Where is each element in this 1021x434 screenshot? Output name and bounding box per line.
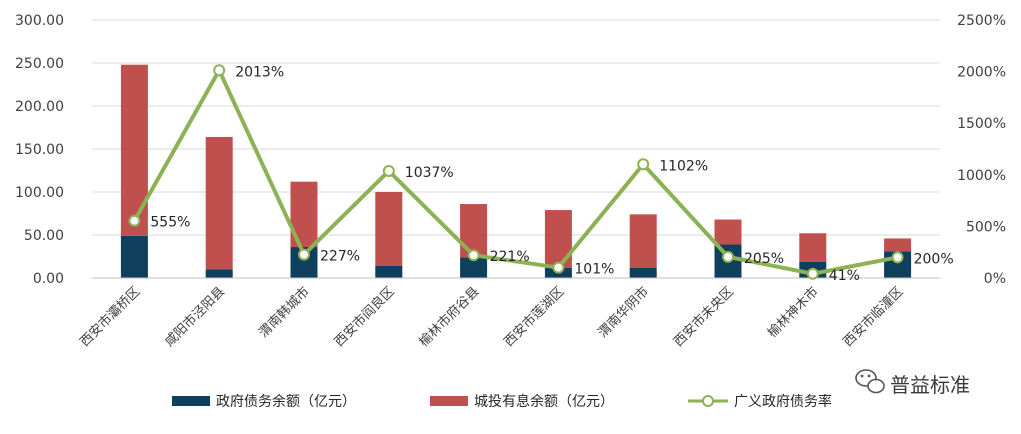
line-series: 555% 2013% 227% 1037% 221% 101% 1102% 205% 41% 20… [128, 64, 954, 284]
point-debt-ratio [467, 249, 480, 262]
line-debt-ratio [132, 68, 898, 276]
data-label-debt-ratio: 227% [320, 249, 360, 265]
right-tick-label: 1000% [957, 168, 1006, 184]
data-label-debt-ratio: 2013% [235, 64, 284, 80]
left-tick-label: 200.00 [15, 99, 64, 115]
bar-chengtou-debt [375, 192, 403, 266]
bar-chengtou-debt [629, 214, 657, 268]
point-debt-ratio [637, 158, 650, 171]
point-debt-ratio [806, 267, 819, 280]
bar-chengtou-debt [120, 64, 148, 236]
data-label-debt-ratio: 200% [914, 251, 954, 267]
watermark: 普益标准 [855, 369, 970, 397]
watermark-text: 普益标准 [890, 373, 970, 397]
category-label: 渭南韩城市 [256, 284, 313, 341]
legend-label-chengtou-debt: 城投有息余额（亿元） [474, 393, 614, 410]
right-tick-label: 2000% [957, 65, 1006, 81]
legend-label-debt-ratio: 广义政府债务率 [734, 393, 832, 410]
legend: 政府债务余额（亿元） 城投有息余额（亿元） 广义政府债务率 [172, 393, 832, 410]
bar-government-debt [460, 257, 488, 278]
data-label-debt-ratio: 205% [744, 251, 784, 267]
point-debt-ratio [298, 248, 310, 261]
data-label-debt-ratio: 101% [574, 262, 614, 278]
left-axis-ticks: 0.00 50.00 100.00 150.00 200.00 250.00 300.00 [15, 13, 64, 287]
point-debt-ratio [213, 64, 226, 77]
bar-chengtou-debt [884, 238, 912, 252]
point-debt-ratio [382, 164, 395, 177]
wechat-icon [855, 369, 885, 394]
legend-marker-debt-ratio [702, 395, 714, 407]
bar-chengtou-debt [714, 219, 742, 245]
gridlines [92, 19, 940, 236]
category-labels: 西安市灞桥区 咸阳市泾阳县 渭南韩城市 西安市阎良区 榆林市府谷县 西安市莲湖区 渭南华阴市… [77, 284, 907, 350]
right-axis-ticks: 0% 500% 1000% 1500% 2000% 2500% [957, 13, 1006, 287]
left-tick-label: 250.00 [15, 56, 64, 72]
left-tick-label: 0.00 [33, 271, 64, 287]
data-label-debt-ratio: 1037% [405, 165, 454, 181]
bar-chengtou-debt [799, 233, 827, 262]
category-label: 西安市灞桥区 [77, 284, 143, 350]
category-label: 西安市莲湖区 [501, 284, 567, 350]
bar-chengtou-debt [205, 136, 233, 270]
category-label: 西安市临潼区 [840, 284, 906, 350]
point-debt-ratio [722, 250, 734, 263]
right-tick-label: 500% [966, 219, 1006, 235]
legend-label-government-debt: 政府债务余额（亿元） [216, 393, 356, 410]
category-label: 西安市阎良区 [331, 284, 397, 350]
right-tick-label: 2500% [957, 13, 1006, 29]
category-label: 榆林神木市 [764, 284, 821, 341]
right-tick-label: 0% [984, 271, 1006, 287]
category-label: 咸阳市泾阳县 [162, 284, 228, 350]
data-label-debt-ratio: 221% [490, 249, 530, 265]
data-label-debt-ratio: 1102% [659, 158, 708, 174]
category-label: 渭南华阴市 [595, 284, 652, 341]
bar-government-debt [120, 235, 148, 278]
point-debt-ratio [552, 261, 565, 274]
left-tick-label: 300.00 [15, 13, 64, 29]
legend-swatch-government-debt [172, 396, 210, 406]
data-label-debt-ratio: 41% [829, 268, 860, 284]
bar-government-debt [629, 267, 657, 278]
category-label: 榆林市府谷县 [416, 284, 482, 350]
bar-government-debt [375, 265, 403, 278]
left-tick-label: 50.00 [24, 228, 64, 244]
data-label-debt-ratio: 555% [150, 215, 190, 231]
legend-swatch-chengtou-debt [430, 396, 468, 406]
left-tick-label: 150.00 [15, 142, 64, 158]
point-debt-ratio [128, 214, 141, 227]
point-debt-ratio [891, 251, 904, 264]
category-label: 西安市未央区 [670, 284, 736, 350]
bars [120, 64, 912, 278]
right-tick-label: 1500% [957, 116, 1006, 132]
left-tick-label: 100.00 [15, 185, 64, 201]
bar-government-debt [205, 269, 233, 278]
